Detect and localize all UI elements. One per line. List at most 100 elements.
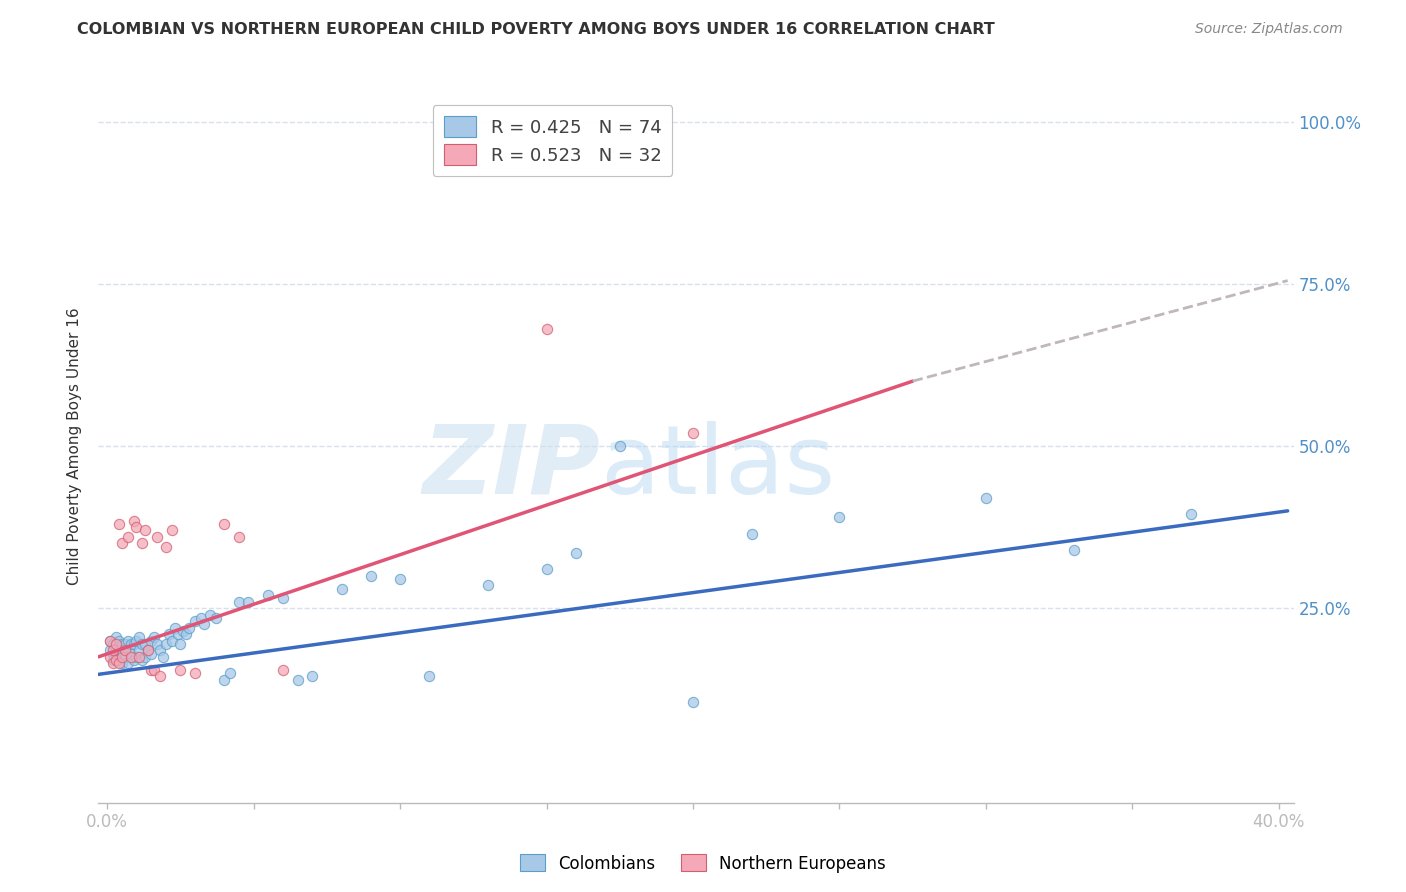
Point <box>149 643 172 657</box>
Point <box>271 663 294 677</box>
Point <box>236 595 259 609</box>
Text: ZIP: ZIP <box>422 421 600 514</box>
Point <box>609 439 631 453</box>
Point <box>152 649 174 664</box>
Point <box>214 673 236 687</box>
Point <box>105 637 127 651</box>
Point <box>114 637 136 651</box>
Point <box>108 657 131 671</box>
Point <box>149 669 172 683</box>
Point <box>136 643 159 657</box>
Point <box>108 653 131 667</box>
Point <box>184 614 207 628</box>
Point <box>682 425 704 440</box>
Point <box>198 607 221 622</box>
Point <box>128 649 150 664</box>
Point <box>169 637 191 651</box>
Point <box>301 669 323 683</box>
Point <box>120 637 142 651</box>
Point <box>141 663 163 677</box>
Point <box>143 663 166 677</box>
Point <box>117 643 139 657</box>
Text: COLOMBIAN VS NORTHERN EUROPEAN CHILD POVERTY AMONG BOYS UNDER 16 CORRELATION CHA: COLOMBIAN VS NORTHERN EUROPEAN CHILD POV… <box>77 22 995 37</box>
Point <box>108 633 131 648</box>
Point <box>117 633 139 648</box>
Point <box>155 540 177 554</box>
Point <box>98 633 121 648</box>
Point <box>134 637 156 651</box>
Point <box>141 633 163 648</box>
Point <box>128 631 150 645</box>
Point <box>536 322 558 336</box>
Point <box>536 562 558 576</box>
Point <box>101 637 124 651</box>
Point <box>1180 507 1202 521</box>
Point <box>160 524 183 538</box>
Point <box>134 524 156 538</box>
Point <box>105 653 127 667</box>
Point <box>271 591 294 606</box>
Point <box>1063 542 1085 557</box>
Point <box>204 611 226 625</box>
Point <box>125 633 148 648</box>
Point <box>257 588 280 602</box>
Point <box>122 514 145 528</box>
Point <box>111 536 134 550</box>
Point <box>193 617 215 632</box>
Point <box>120 649 142 664</box>
Point <box>184 666 207 681</box>
Point <box>828 510 851 524</box>
Point <box>477 578 499 592</box>
Point <box>101 647 124 661</box>
Point <box>101 643 124 657</box>
Point <box>565 546 588 560</box>
Point <box>98 643 121 657</box>
Point <box>418 669 440 683</box>
Point <box>146 530 169 544</box>
Point <box>682 695 704 709</box>
Text: atlas: atlas <box>600 421 835 514</box>
Point <box>166 627 188 641</box>
Point <box>134 649 156 664</box>
Point <box>163 621 186 635</box>
Point <box>360 568 382 582</box>
Point <box>105 631 127 645</box>
Point <box>128 643 150 657</box>
Point <box>125 520 148 534</box>
Point <box>741 526 763 541</box>
Y-axis label: Child Poverty Among Boys Under 16: Child Poverty Among Boys Under 16 <box>67 307 83 585</box>
Point <box>108 643 131 657</box>
Point <box>114 649 136 664</box>
Point <box>105 640 127 654</box>
Point <box>143 631 166 645</box>
Point <box>974 491 997 505</box>
Point <box>141 647 163 661</box>
Point <box>172 624 194 638</box>
Point <box>111 637 134 651</box>
Point <box>214 516 236 531</box>
Point <box>389 572 412 586</box>
Point <box>131 653 153 667</box>
Point <box>160 633 183 648</box>
Point <box>114 643 136 657</box>
Point <box>98 649 121 664</box>
Point <box>108 516 131 531</box>
Point <box>136 643 159 657</box>
Point <box>125 649 148 664</box>
Point <box>155 637 177 651</box>
Point <box>120 647 142 661</box>
Point <box>287 673 309 687</box>
Point <box>101 657 124 671</box>
Point <box>131 637 153 651</box>
Legend: R = 0.425   N = 74, R = 0.523   N = 32: R = 0.425 N = 74, R = 0.523 N = 32 <box>433 105 672 176</box>
Point <box>122 637 145 651</box>
Point <box>228 530 250 544</box>
Point <box>179 621 201 635</box>
Point <box>190 611 212 625</box>
Point <box>117 657 139 671</box>
Point <box>228 595 250 609</box>
Point <box>98 633 121 648</box>
Point <box>330 582 353 596</box>
Point <box>111 649 134 664</box>
Point <box>174 627 197 641</box>
